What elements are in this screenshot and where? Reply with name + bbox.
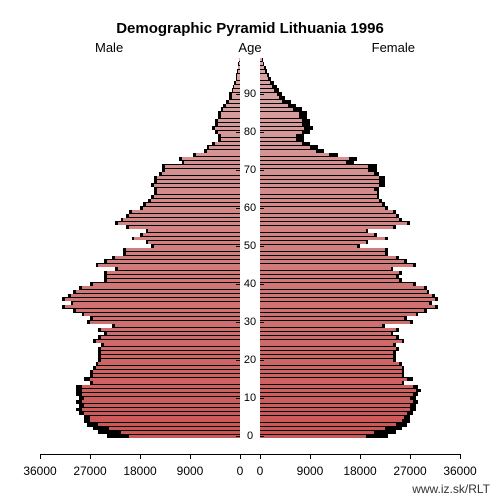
y-tick-label: 70 [240, 164, 260, 176]
y-tick-label: 90 [240, 88, 260, 100]
x-axis [40, 454, 460, 455]
footer-link: www.iz.sk/RLT [412, 482, 490, 496]
x-tick-label: 36000 [443, 464, 476, 478]
x-tick-label: 18000 [123, 464, 156, 478]
pyramid-chart: Demographic Pyramid Lithuania 1996 Male … [0, 0, 500, 500]
male-bars [40, 58, 240, 438]
y-tick-label: 20 [240, 354, 260, 366]
y-tick-label: 60 [240, 202, 260, 214]
x-tick-label: 9000 [297, 464, 324, 478]
chart-title: Demographic Pyramid Lithuania 1996 [0, 20, 500, 37]
female-label: Female [372, 40, 415, 55]
x-tick-label: 18000 [343, 464, 376, 478]
y-tick-label: 10 [240, 392, 260, 404]
x-tick-label: 0 [257, 464, 264, 478]
x-tick-label: 9000 [177, 464, 204, 478]
y-tick-label: 80 [240, 126, 260, 138]
x-tick-label: 36000 [23, 464, 56, 478]
x-tick-label: 27000 [73, 464, 106, 478]
y-tick-label: 50 [240, 240, 260, 252]
x-tick-label: 27000 [393, 464, 426, 478]
y-tick-label: 40 [240, 278, 260, 290]
x-tick-label: 0 [237, 464, 244, 478]
y-tick-label: 0 [240, 430, 260, 442]
age-label: Age [0, 40, 500, 55]
y-tick-label: 30 [240, 316, 260, 328]
female-bars [260, 58, 460, 438]
